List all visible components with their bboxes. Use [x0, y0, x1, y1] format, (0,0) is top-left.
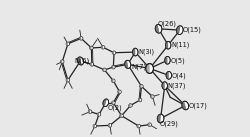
Ellipse shape — [125, 60, 131, 68]
Wedge shape — [93, 124, 95, 128]
Circle shape — [112, 101, 115, 105]
Text: N(11): N(11) — [171, 42, 190, 48]
Text: O(29): O(29) — [160, 120, 179, 127]
Text: N(37): N(37) — [168, 82, 186, 89]
Wedge shape — [90, 63, 92, 66]
Circle shape — [112, 65, 115, 69]
Circle shape — [66, 78, 70, 82]
Circle shape — [140, 85, 143, 88]
Circle shape — [150, 95, 154, 98]
Wedge shape — [146, 64, 150, 73]
Wedge shape — [103, 68, 104, 72]
Wedge shape — [164, 57, 168, 63]
Ellipse shape — [165, 56, 170, 64]
Wedge shape — [140, 85, 141, 88]
Text: O(17): O(17) — [188, 102, 207, 109]
Wedge shape — [120, 114, 122, 118]
Circle shape — [60, 60, 64, 63]
Wedge shape — [112, 51, 114, 55]
Ellipse shape — [103, 99, 109, 107]
Wedge shape — [112, 79, 113, 83]
Ellipse shape — [155, 24, 162, 33]
Ellipse shape — [77, 57, 84, 65]
Wedge shape — [88, 110, 90, 113]
Circle shape — [118, 90, 121, 94]
Text: N(7): N(7) — [131, 63, 146, 70]
Ellipse shape — [157, 114, 164, 123]
Wedge shape — [112, 101, 113, 105]
Wedge shape — [60, 60, 62, 63]
Circle shape — [137, 124, 140, 128]
Circle shape — [80, 37, 83, 40]
Wedge shape — [176, 26, 180, 34]
Ellipse shape — [166, 72, 172, 79]
Wedge shape — [155, 25, 159, 33]
Wedge shape — [165, 42, 168, 48]
Ellipse shape — [146, 64, 154, 73]
Wedge shape — [80, 37, 81, 40]
Wedge shape — [66, 78, 68, 82]
Text: N(6): N(6) — [75, 58, 90, 64]
Wedge shape — [77, 58, 82, 64]
Text: O(15): O(15) — [183, 27, 202, 33]
Wedge shape — [148, 123, 150, 126]
Wedge shape — [166, 72, 169, 79]
Wedge shape — [112, 65, 113, 69]
Wedge shape — [118, 90, 120, 94]
Circle shape — [108, 124, 112, 127]
Ellipse shape — [132, 48, 138, 56]
Wedge shape — [97, 113, 99, 116]
Ellipse shape — [176, 26, 183, 35]
Circle shape — [138, 98, 142, 102]
Circle shape — [129, 104, 132, 107]
Circle shape — [101, 45, 105, 49]
Ellipse shape — [166, 41, 171, 49]
Text: O(2): O(2) — [107, 105, 122, 111]
Ellipse shape — [162, 82, 168, 89]
Circle shape — [112, 51, 116, 55]
Wedge shape — [66, 42, 68, 46]
Wedge shape — [103, 100, 107, 106]
Wedge shape — [138, 98, 140, 102]
Text: O(5): O(5) — [170, 57, 185, 64]
Wedge shape — [150, 95, 152, 98]
Circle shape — [103, 68, 106, 72]
Wedge shape — [108, 124, 110, 127]
Ellipse shape — [182, 101, 189, 110]
Circle shape — [148, 123, 152, 126]
Circle shape — [93, 124, 97, 128]
Wedge shape — [132, 49, 135, 55]
Wedge shape — [162, 82, 165, 89]
Wedge shape — [137, 124, 139, 128]
Circle shape — [90, 63, 94, 66]
Wedge shape — [182, 102, 186, 109]
Circle shape — [97, 113, 101, 116]
Wedge shape — [129, 104, 130, 107]
Wedge shape — [124, 61, 128, 68]
Circle shape — [90, 46, 93, 50]
Text: O(26): O(26) — [158, 20, 177, 27]
Wedge shape — [90, 46, 92, 50]
Text: N(3i): N(3i) — [138, 49, 154, 55]
Text: O(4): O(4) — [172, 72, 186, 79]
Circle shape — [66, 42, 70, 46]
Circle shape — [112, 79, 115, 83]
Circle shape — [120, 114, 123, 118]
Circle shape — [88, 110, 92, 113]
Wedge shape — [101, 45, 103, 49]
Wedge shape — [157, 115, 161, 122]
